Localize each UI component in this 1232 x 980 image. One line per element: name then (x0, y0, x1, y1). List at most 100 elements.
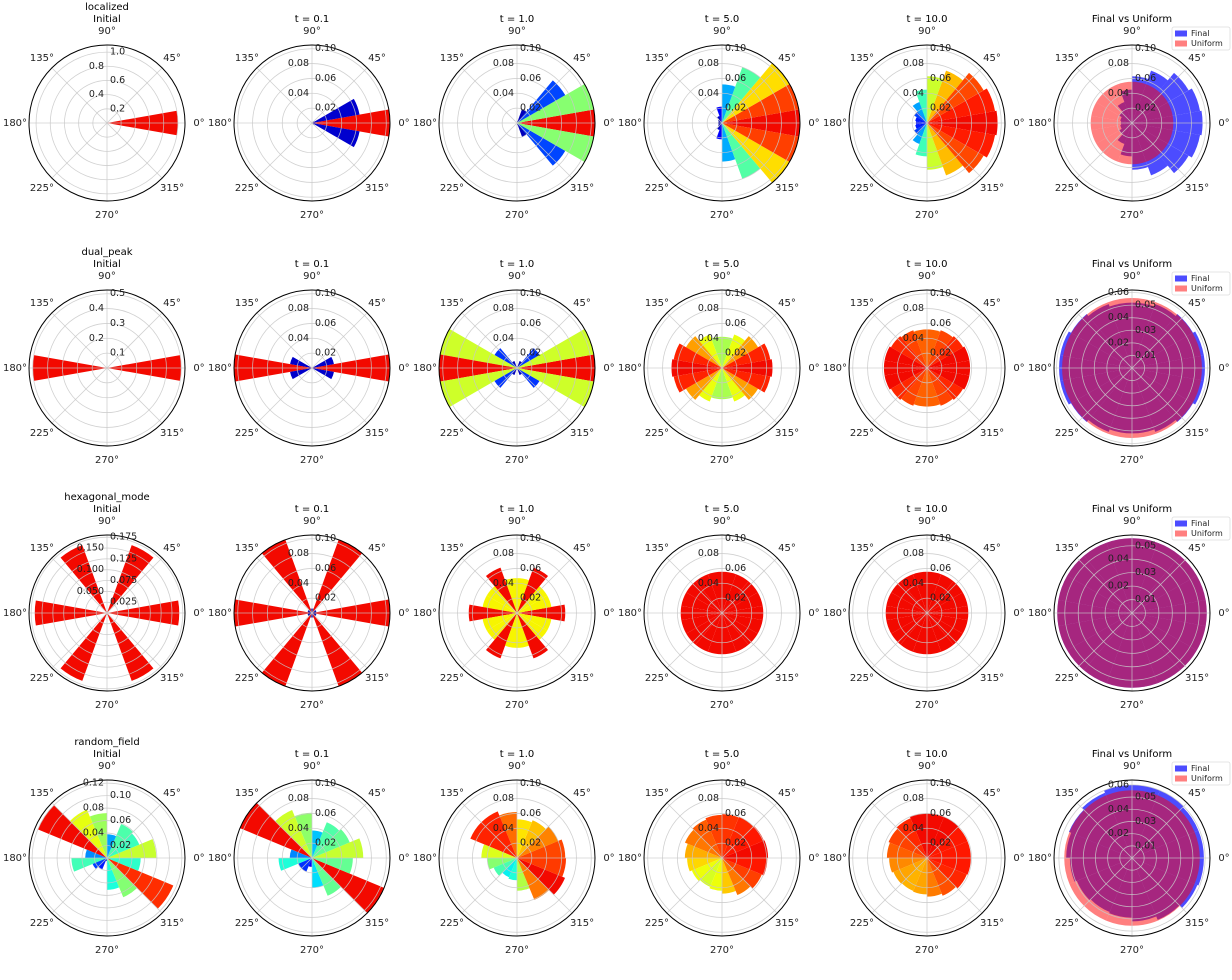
angular-gridline (311, 557, 368, 614)
theta-tick-label: 180° (3, 608, 27, 619)
bar (699, 368, 722, 402)
theta-tick-label: 45° (163, 543, 181, 554)
bar (722, 571, 737, 613)
theta-tick-label: 135° (850, 53, 874, 64)
r-tick-label: 0.175 (110, 532, 137, 543)
polar-spine (28, 534, 186, 692)
legend-label: Uniform (1191, 774, 1223, 783)
uniform-bar (1067, 555, 1132, 613)
grid (439, 290, 595, 446)
angular-gridline (106, 612, 163, 669)
uniform-bar (1108, 298, 1132, 368)
r-tick-label: 0.10 (725, 43, 746, 54)
bar (517, 826, 559, 858)
theta-tick-label: 0° (808, 363, 819, 374)
angular-gridline (721, 367, 778, 424)
angular-gridline (256, 612, 313, 669)
uniform-bar (1132, 91, 1168, 123)
angular-gridline (311, 802, 368, 859)
bar (886, 613, 927, 634)
theta-tick-label: 0° (808, 608, 819, 619)
bar (686, 581, 722, 613)
bar (927, 329, 941, 368)
r-tick-label: 0.08 (903, 58, 924, 69)
bar (699, 334, 722, 368)
theta-tick-label: 0° (398, 363, 409, 374)
bar (301, 858, 312, 872)
bar (684, 829, 722, 858)
bar (722, 858, 762, 889)
angular-gridline (926, 857, 983, 914)
grid (644, 535, 800, 691)
angular-gridline (1076, 857, 1133, 914)
theta-tick-label: 135° (850, 788, 874, 799)
r-tick-label: 0.10 (520, 288, 541, 299)
theta-tick-label: 135° (235, 543, 259, 554)
theta-tick-label: 135° (850, 543, 874, 554)
theta-tick-label: 0° (1013, 363, 1024, 374)
theta-tick-label: 0° (398, 853, 409, 864)
theta-tick-label: 315° (365, 918, 389, 929)
theta-tick-label: 225° (440, 673, 464, 684)
legend-swatch (1175, 275, 1187, 282)
bar (298, 858, 312, 869)
bar (722, 336, 759, 368)
legend-label: Final (1191, 519, 1209, 528)
angular-gridline (1131, 67, 1188, 124)
legend-swatch (1175, 30, 1187, 37)
angular-gridline (311, 312, 368, 369)
theta-tick-label: 135° (440, 298, 464, 309)
theta-tick-label: 90° (508, 271, 526, 282)
bar (927, 123, 984, 174)
angular-gridline (1131, 857, 1188, 914)
r-tick-label: 0.02 (930, 593, 951, 604)
theta-tick-label: 315° (1185, 918, 1209, 929)
polar-panel: 0° 45° 90° 135° 180° 225° 270° 315° 0.02 0.04 0.06… (823, 259, 1025, 466)
r-tick-label: 0.06 (110, 815, 131, 826)
angular-gridline (926, 612, 983, 669)
bar (900, 574, 927, 613)
angular-gridline (256, 802, 313, 859)
r-tick-label: 0.02 (1135, 103, 1156, 114)
r-tick-label: 0.06 (1108, 779, 1129, 790)
theta-tick-label: 135° (1055, 788, 1079, 799)
r-tick-label: 0.050 (77, 586, 104, 597)
theta-tick-label: 0° (398, 118, 409, 129)
r-tick-label: 0.03 (1135, 325, 1156, 336)
bar (927, 123, 996, 158)
bar (927, 858, 967, 889)
uniform-bar (1083, 613, 1132, 684)
r-tick-label: 0.04 (903, 333, 924, 344)
theta-tick-label: 315° (365, 673, 389, 684)
angular-gridline (1131, 802, 1188, 859)
bar (308, 858, 312, 867)
theta-tick-label: 90° (303, 26, 321, 37)
r-tick-label: 0.08 (903, 793, 924, 804)
r-tick-label: 0.06 (725, 808, 746, 819)
panel-title: t = 1.0 (500, 504, 535, 515)
bar (517, 613, 529, 648)
theta-tick-label: 0° (1013, 118, 1024, 129)
bar (888, 828, 927, 858)
polar-panel: 0° 45° 90° 135° 180° 225° 270° 315° 0.02 0.04 0.06… (413, 504, 615, 711)
r-tick-label: 0.02 (315, 103, 336, 114)
theta-tick-label: 180° (1028, 608, 1052, 619)
theta-tick-label: 270° (95, 700, 119, 711)
r-tick-label: 0.02 (315, 838, 336, 849)
bar (890, 368, 927, 400)
theta-tick-label: 180° (618, 363, 642, 374)
bars (1090, 70, 1203, 176)
r-tick-label: 0.08 (493, 303, 514, 314)
theta-tick-label: 45° (368, 53, 386, 64)
r-tick-label: 0.10 (930, 533, 951, 544)
bars (468, 567, 566, 659)
polar-panel: 0° 45° 90° 135° 180° 225° 270° 315° 0.2 0.4 0.6 0.8… (3, 2, 205, 221)
theta-tick-label: 0° (603, 363, 614, 374)
bar (486, 613, 517, 640)
grid (234, 290, 390, 446)
angular-gridline (516, 802, 573, 859)
uniform-bar (1105, 84, 1132, 123)
bar (913, 858, 927, 895)
bar (673, 368, 722, 393)
bar (915, 123, 927, 157)
